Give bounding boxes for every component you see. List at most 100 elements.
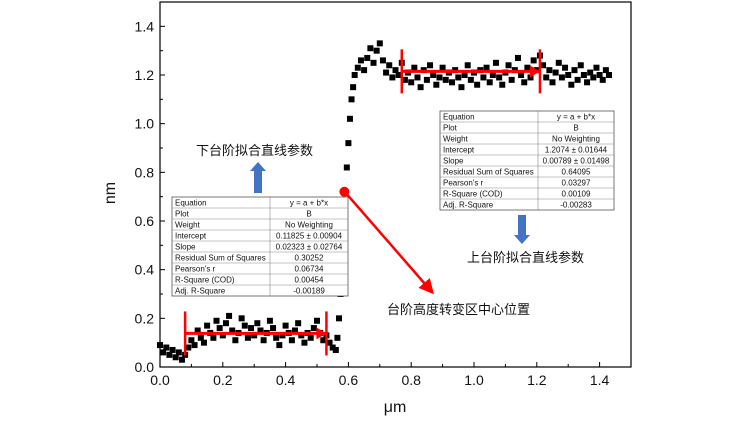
data-point (276, 342, 283, 349)
data-point (244, 334, 251, 341)
table-param-value: B (306, 210, 311, 219)
data-point (373, 47, 380, 54)
data-point (565, 72, 572, 78)
y-tick-label: 0.6 (135, 213, 155, 229)
table-frame (439, 110, 615, 211)
y-tick-label: 0.8 (135, 164, 155, 180)
table-param-value: No Weighting (552, 135, 600, 144)
data-point (364, 54, 371, 61)
data-point (175, 349, 182, 356)
data-point (270, 325, 277, 332)
data-point (254, 320, 261, 327)
data-point (492, 59, 499, 66)
x-tick-label: 1.2 (527, 372, 547, 388)
data-point (508, 76, 515, 83)
data-point (226, 312, 233, 319)
data-point (348, 96, 355, 103)
data-point (172, 354, 179, 361)
data-point (213, 317, 220, 324)
y-tick-label: 0.2 (135, 310, 155, 326)
data-point (486, 79, 493, 86)
table-param-name: Adj. R-Square (443, 201, 494, 210)
data-point (587, 69, 594, 76)
transition-center-marker (339, 186, 350, 197)
data-point (574, 76, 581, 83)
data-point (361, 67, 368, 74)
data-point (248, 325, 255, 332)
table-param-name: Intercept (175, 232, 207, 241)
data-point (562, 64, 569, 71)
data-point (370, 59, 377, 66)
data-point (411, 64, 418, 71)
data-point (354, 64, 361, 71)
x-tick-label: 0.6 (339, 372, 359, 388)
data-point (430, 72, 437, 78)
data-point (200, 339, 207, 346)
data-point (558, 74, 565, 81)
table-param-name: Weight (175, 221, 201, 230)
table-param-name: Pearson's r (443, 179, 484, 188)
data-point (467, 76, 474, 83)
table-param-name: Plot (443, 124, 458, 133)
data-point (483, 64, 490, 71)
callout-arrow-upper (514, 215, 530, 244)
data-point (288, 337, 295, 344)
data-point (260, 337, 267, 344)
table-param-value: 1.2074 ± 0.01644 (545, 146, 608, 155)
data-point (191, 342, 198, 349)
data-point (178, 356, 185, 363)
data-point (442, 76, 449, 83)
data-point (310, 325, 317, 332)
annotation-transition-center: 台阶高度转变区中心位置 (387, 302, 530, 318)
data-point (455, 74, 462, 81)
data-point (163, 344, 170, 351)
table-param-name: Slope (443, 157, 464, 166)
annotation-upper-step: 上台阶拟合直线参数 (467, 250, 584, 266)
annotation-lower-step: 下台阶拟合直线参数 (196, 143, 313, 159)
data-point (222, 320, 229, 327)
fit-line-arrowhead (316, 327, 327, 340)
fit-line-arrowhead (529, 65, 540, 78)
table-frame (171, 196, 349, 297)
data-point (282, 322, 289, 329)
data-point (489, 72, 496, 78)
y-tick-label: 1.0 (135, 116, 155, 132)
data-point (596, 72, 603, 78)
data-point (379, 57, 386, 64)
x-tick-label: 1.4 (590, 372, 610, 388)
x-tick-label: 0.4 (276, 372, 296, 388)
data-point (555, 59, 562, 66)
data-point (552, 69, 559, 76)
data-point (329, 344, 336, 351)
data-point (332, 346, 339, 353)
data-point (439, 64, 446, 71)
table-param-value: No Weighting (285, 221, 333, 230)
data-point (204, 322, 211, 329)
data-point (480, 74, 487, 81)
transition-callout-arrow (346, 193, 434, 295)
data-point (216, 325, 223, 332)
table-param-value: y = a + b*x (557, 113, 595, 122)
data-point (257, 327, 264, 334)
data-point (185, 344, 192, 351)
data-point (301, 339, 308, 346)
data-point (188, 337, 195, 344)
data-point (298, 332, 305, 339)
data-point (599, 76, 606, 83)
table-param-value: 0.00454 (295, 276, 324, 285)
data-point (345, 140, 352, 147)
data-point (464, 62, 471, 69)
data-point (580, 72, 587, 78)
data-point (514, 54, 521, 61)
data-point (335, 315, 342, 322)
data-point (433, 81, 440, 88)
x-tick-label: 0.2 (213, 372, 233, 388)
y-tick-label: 0.0 (135, 359, 155, 375)
data-point (350, 84, 357, 91)
data-point (401, 76, 408, 83)
table-param-value: y = a + b*x (290, 199, 328, 208)
data-point (219, 332, 226, 339)
data-point (241, 322, 248, 329)
table-param-name: Adj. R-Square (175, 287, 226, 296)
